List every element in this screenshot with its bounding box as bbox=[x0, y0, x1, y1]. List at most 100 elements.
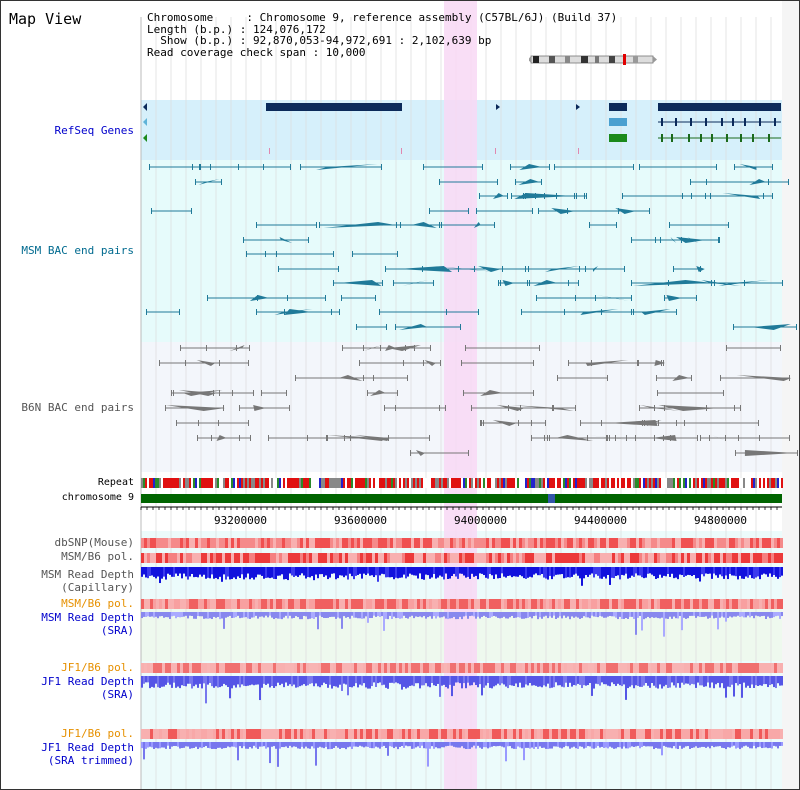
track-label-msm-bac[interactable]: MSM BAC end pairs bbox=[21, 244, 134, 257]
heat-cell bbox=[180, 729, 183, 739]
heat-cell bbox=[732, 538, 735, 548]
depth-bar bbox=[535, 612, 537, 616]
bac-end bbox=[624, 266, 625, 272]
heat-cell bbox=[249, 663, 252, 673]
heat-cell bbox=[774, 538, 777, 548]
depth-bar bbox=[305, 612, 307, 617]
depth-bar bbox=[533, 612, 535, 617]
depth-bar bbox=[175, 567, 177, 574]
heat-cell bbox=[627, 729, 630, 739]
depth-bar bbox=[667, 742, 669, 748]
track-label-msm-b6-pol[interactable]: MSM/B6 pol. bbox=[61, 550, 134, 563]
repeat-element bbox=[687, 478, 689, 488]
heat-cell bbox=[558, 663, 561, 673]
bac-arrow bbox=[696, 266, 705, 272]
heat-cell bbox=[177, 599, 180, 609]
track-label-refseq-genes[interactable]: RefSeq Genes bbox=[54, 124, 134, 137]
track-label-jf1-b6-pol[interactable]: JF1/B6 pol. bbox=[61, 661, 134, 674]
repeat-element bbox=[469, 478, 471, 488]
heat-cell bbox=[609, 729, 612, 739]
depth-bar bbox=[193, 567, 195, 578]
exon bbox=[721, 118, 723, 126]
chromosome-ideogram[interactable] bbox=[529, 53, 659, 67]
depth-bar bbox=[185, 612, 187, 616]
depth-bar bbox=[545, 676, 547, 687]
heat-cell bbox=[657, 538, 660, 548]
depth-bar bbox=[695, 742, 697, 747]
heat-cell bbox=[534, 538, 537, 548]
heat-cell bbox=[522, 663, 525, 673]
heat-cell bbox=[594, 538, 597, 548]
track-label-jf1-depth-sra[interactable]: JF1 Read Depth bbox=[41, 675, 134, 688]
depth-bar bbox=[691, 676, 693, 684]
heat-cell bbox=[747, 553, 750, 563]
heat-cell bbox=[231, 538, 234, 548]
depth-bar bbox=[381, 676, 383, 686]
repeat-element bbox=[767, 478, 769, 488]
heat-cell bbox=[360, 729, 363, 739]
depth-bar bbox=[261, 567, 263, 576]
heat-cell bbox=[729, 599, 732, 609]
depth-bar bbox=[253, 612, 255, 618]
track-label-msm-depth-sra[interactable]: MSM Read Depth bbox=[41, 611, 134, 624]
depth-bar bbox=[143, 742, 145, 760]
depth-bar bbox=[199, 567, 201, 575]
exon bbox=[661, 118, 663, 126]
depth-bar bbox=[597, 742, 599, 747]
repeat-element bbox=[221, 478, 223, 488]
track-label-msm-depth-capillary[interactable]: MSM Read Depth bbox=[41, 568, 134, 581]
depth-bar bbox=[495, 567, 497, 575]
track-label-b6n-bac[interactable]: B6N BAC end pairs bbox=[21, 401, 134, 414]
depth-bar bbox=[155, 567, 157, 579]
depth-bar bbox=[633, 742, 635, 747]
repeat-element bbox=[547, 478, 549, 488]
depth-bar bbox=[523, 742, 525, 761]
depth-bar bbox=[353, 676, 355, 687]
depth-bar bbox=[167, 742, 169, 746]
repeat-element bbox=[701, 478, 703, 488]
depth-bar bbox=[141, 676, 143, 688]
depth-bar bbox=[535, 676, 537, 686]
depth-bar bbox=[415, 742, 417, 748]
repeat-element bbox=[381, 478, 383, 488]
track-label-jf1-b6-pol-trimmed[interactable]: JF1/B6 pol. bbox=[61, 727, 134, 740]
depth-bar bbox=[427, 612, 429, 618]
heat-cell bbox=[240, 729, 243, 739]
heat-cell bbox=[375, 663, 378, 673]
heat-cell bbox=[612, 663, 615, 673]
page-title: Map View bbox=[9, 10, 82, 28]
depth-bar bbox=[423, 742, 425, 749]
heat-cell bbox=[621, 599, 624, 609]
depth-bar bbox=[551, 676, 553, 688]
depth-bar bbox=[587, 676, 589, 686]
heat-cell bbox=[627, 599, 630, 609]
depth-bar bbox=[291, 612, 293, 619]
depth-bar bbox=[409, 742, 411, 747]
depth-bar bbox=[551, 612, 553, 618]
depth-bar bbox=[665, 676, 667, 685]
heat-cell bbox=[654, 599, 657, 609]
heat-cell bbox=[411, 729, 414, 739]
depth-bar bbox=[519, 612, 521, 618]
depth-bar bbox=[251, 567, 253, 578]
repeat-element bbox=[359, 478, 361, 488]
repeat-element bbox=[353, 478, 355, 488]
depth-bar bbox=[697, 612, 699, 617]
heat-cell bbox=[171, 729, 174, 739]
track-label-msm-b6-pol-sra[interactable]: MSM/B6 pol. bbox=[61, 597, 134, 610]
heat-cell bbox=[684, 538, 687, 548]
repeat-element bbox=[629, 478, 631, 488]
heat-cell bbox=[618, 538, 621, 548]
depth-bar bbox=[295, 676, 297, 688]
track-label-jf1-depth-trimmed[interactable]: JF1 Read Depth bbox=[41, 741, 134, 754]
heat-cell bbox=[777, 663, 780, 673]
heat-cell bbox=[603, 553, 606, 563]
track-label-dbsnp[interactable]: dbSNP(Mouse) bbox=[54, 536, 134, 549]
repeat-element bbox=[707, 478, 709, 488]
heat-cell bbox=[303, 538, 306, 548]
depth-bar bbox=[205, 676, 207, 704]
bac-end bbox=[356, 324, 357, 330]
heat-cell bbox=[648, 729, 651, 739]
heat-cell bbox=[333, 538, 336, 548]
heat-cell bbox=[270, 663, 273, 673]
